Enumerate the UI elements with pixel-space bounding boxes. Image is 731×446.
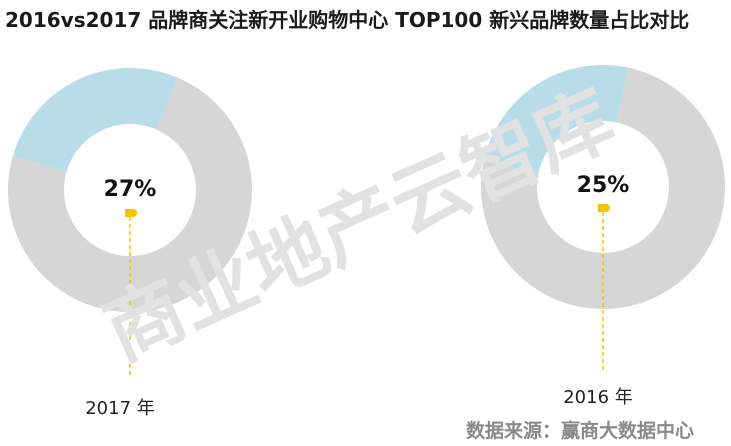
- donut-0-emerging-slice: [12, 68, 179, 172]
- donut-2017-center-label: 27%: [104, 177, 157, 202]
- source-note: 数据来源：赢商大数据中心: [466, 420, 695, 442]
- donut-1-emerging-slice: [483, 64, 629, 174]
- chart-title: 2016vs2017 品牌商关注新开业购物中心 TOP100 新兴品牌数量占比对…: [5, 8, 690, 32]
- donut-1-marker-dot: [598, 204, 610, 212]
- donut-0-marker-dot: [125, 209, 137, 217]
- donut-2016-center-label: 25%: [577, 173, 630, 198]
- donut-layer: [7, 64, 725, 313]
- marker-layer: [125, 204, 610, 375]
- donut-0-other-slice: [7, 77, 252, 313]
- donut-2017-year-label: 2017 年: [85, 398, 155, 419]
- text-layer: 27% 25% 2017 年 2016 年: [85, 173, 633, 419]
- donut-1-other-slice: [480, 67, 725, 309]
- donut-2016-year-label: 2016 年: [563, 387, 633, 408]
